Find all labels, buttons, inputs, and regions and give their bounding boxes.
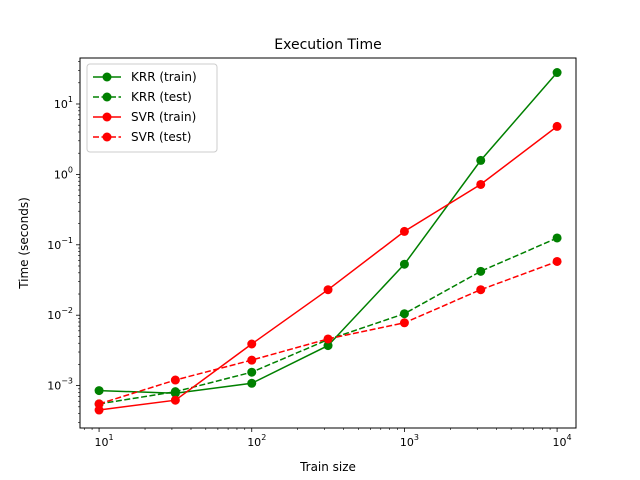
y-tick-label-base: 10: [47, 380, 61, 393]
data-point-krr-test: [247, 367, 257, 377]
y-tick-label-base: 10: [54, 98, 68, 111]
x-tick-label-exponent: 3: [414, 433, 419, 442]
plot-area-frame: [79, 57, 577, 429]
series-layer: [94, 68, 562, 415]
data-point-krr-train: [94, 386, 104, 396]
legend-label-svr-test: SVR (test): [131, 130, 191, 144]
y-tick-label: 101: [54, 95, 73, 111]
legend: KRR (train) KRR (test) SVR (train) SVR (tes…: [86, 63, 218, 153]
legend-marker-krr-train: [102, 72, 112, 82]
data-point-svr-train: [323, 285, 333, 295]
data-point-svr-test: [476, 285, 486, 295]
legend-label-svr-train: SVR (train): [131, 110, 196, 124]
data-point-svr-train: [170, 395, 180, 405]
x-tick-label-base: 10: [95, 436, 109, 449]
x-tick-label-base: 10: [400, 436, 414, 449]
y-tick-label-exponent: −3: [61, 377, 73, 386]
data-point-svr-test: [247, 355, 257, 365]
x-axis-label: Train size: [299, 460, 356, 474]
series-svr-test: [94, 256, 562, 409]
data-point-krr-train: [476, 155, 486, 165]
x-tick-label: 104: [553, 433, 572, 449]
data-point-krr-train: [247, 378, 257, 388]
legend-label-krr-test: KRR (test): [131, 90, 192, 104]
y-tick-label-base: 10: [47, 309, 61, 322]
x-tick-label-base: 10: [247, 436, 261, 449]
y-tick-label: 100: [54, 165, 73, 181]
legend-marker-svr-train: [102, 112, 112, 122]
y-axis-label: Time (seconds): [17, 197, 31, 290]
x-tick-label-base: 10: [553, 436, 567, 449]
legend-label-krr-train: KRR (train): [131, 70, 197, 84]
data-point-krr-train: [399, 259, 409, 269]
x-tick-label: 102: [247, 433, 266, 449]
data-point-krr-train: [552, 68, 562, 78]
y-tick-label-exponent: 0: [68, 165, 73, 174]
legend-marker-svr-test: [102, 132, 112, 142]
data-point-svr-test: [399, 318, 409, 328]
y-tick-label: 10−1: [47, 236, 73, 252]
legend-frame: [86, 63, 218, 153]
data-point-krr-test: [476, 266, 486, 276]
data-point-svr-test: [552, 256, 562, 266]
x-tick-label-exponent: 1: [109, 433, 114, 442]
x-tick-label-exponent: 4: [567, 433, 572, 442]
y-tick-label-base: 10: [54, 168, 68, 181]
data-point-svr-train: [247, 339, 257, 349]
data-point-krr-test: [552, 233, 562, 243]
data-point-svr-test: [323, 334, 333, 344]
legend-marker-krr-test: [102, 92, 112, 102]
x-tick-label-exponent: 2: [261, 433, 266, 442]
y-tick-label-exponent: −1: [61, 236, 73, 245]
chart-title: Execution Time: [274, 37, 381, 53]
x-tick-label: 101: [95, 433, 114, 449]
data-point-svr-train: [476, 179, 486, 189]
data-point-krr-test: [399, 309, 409, 319]
y-tick-label-base: 10: [47, 239, 61, 252]
data-point-svr-test: [170, 375, 180, 385]
x-tick-label: 103: [400, 433, 419, 449]
y-tick-label-exponent: 1: [68, 95, 73, 104]
data-point-svr-test: [94, 399, 104, 409]
data-point-svr-train: [399, 226, 409, 236]
data-point-krr-test: [170, 387, 180, 397]
data-point-svr-train: [552, 121, 562, 131]
series-svr-train: [94, 121, 562, 415]
y-tick-label: 10−3: [47, 377, 73, 393]
y-tick-label-exponent: −2: [61, 306, 73, 315]
y-tick-label: 10−2: [47, 306, 73, 322]
